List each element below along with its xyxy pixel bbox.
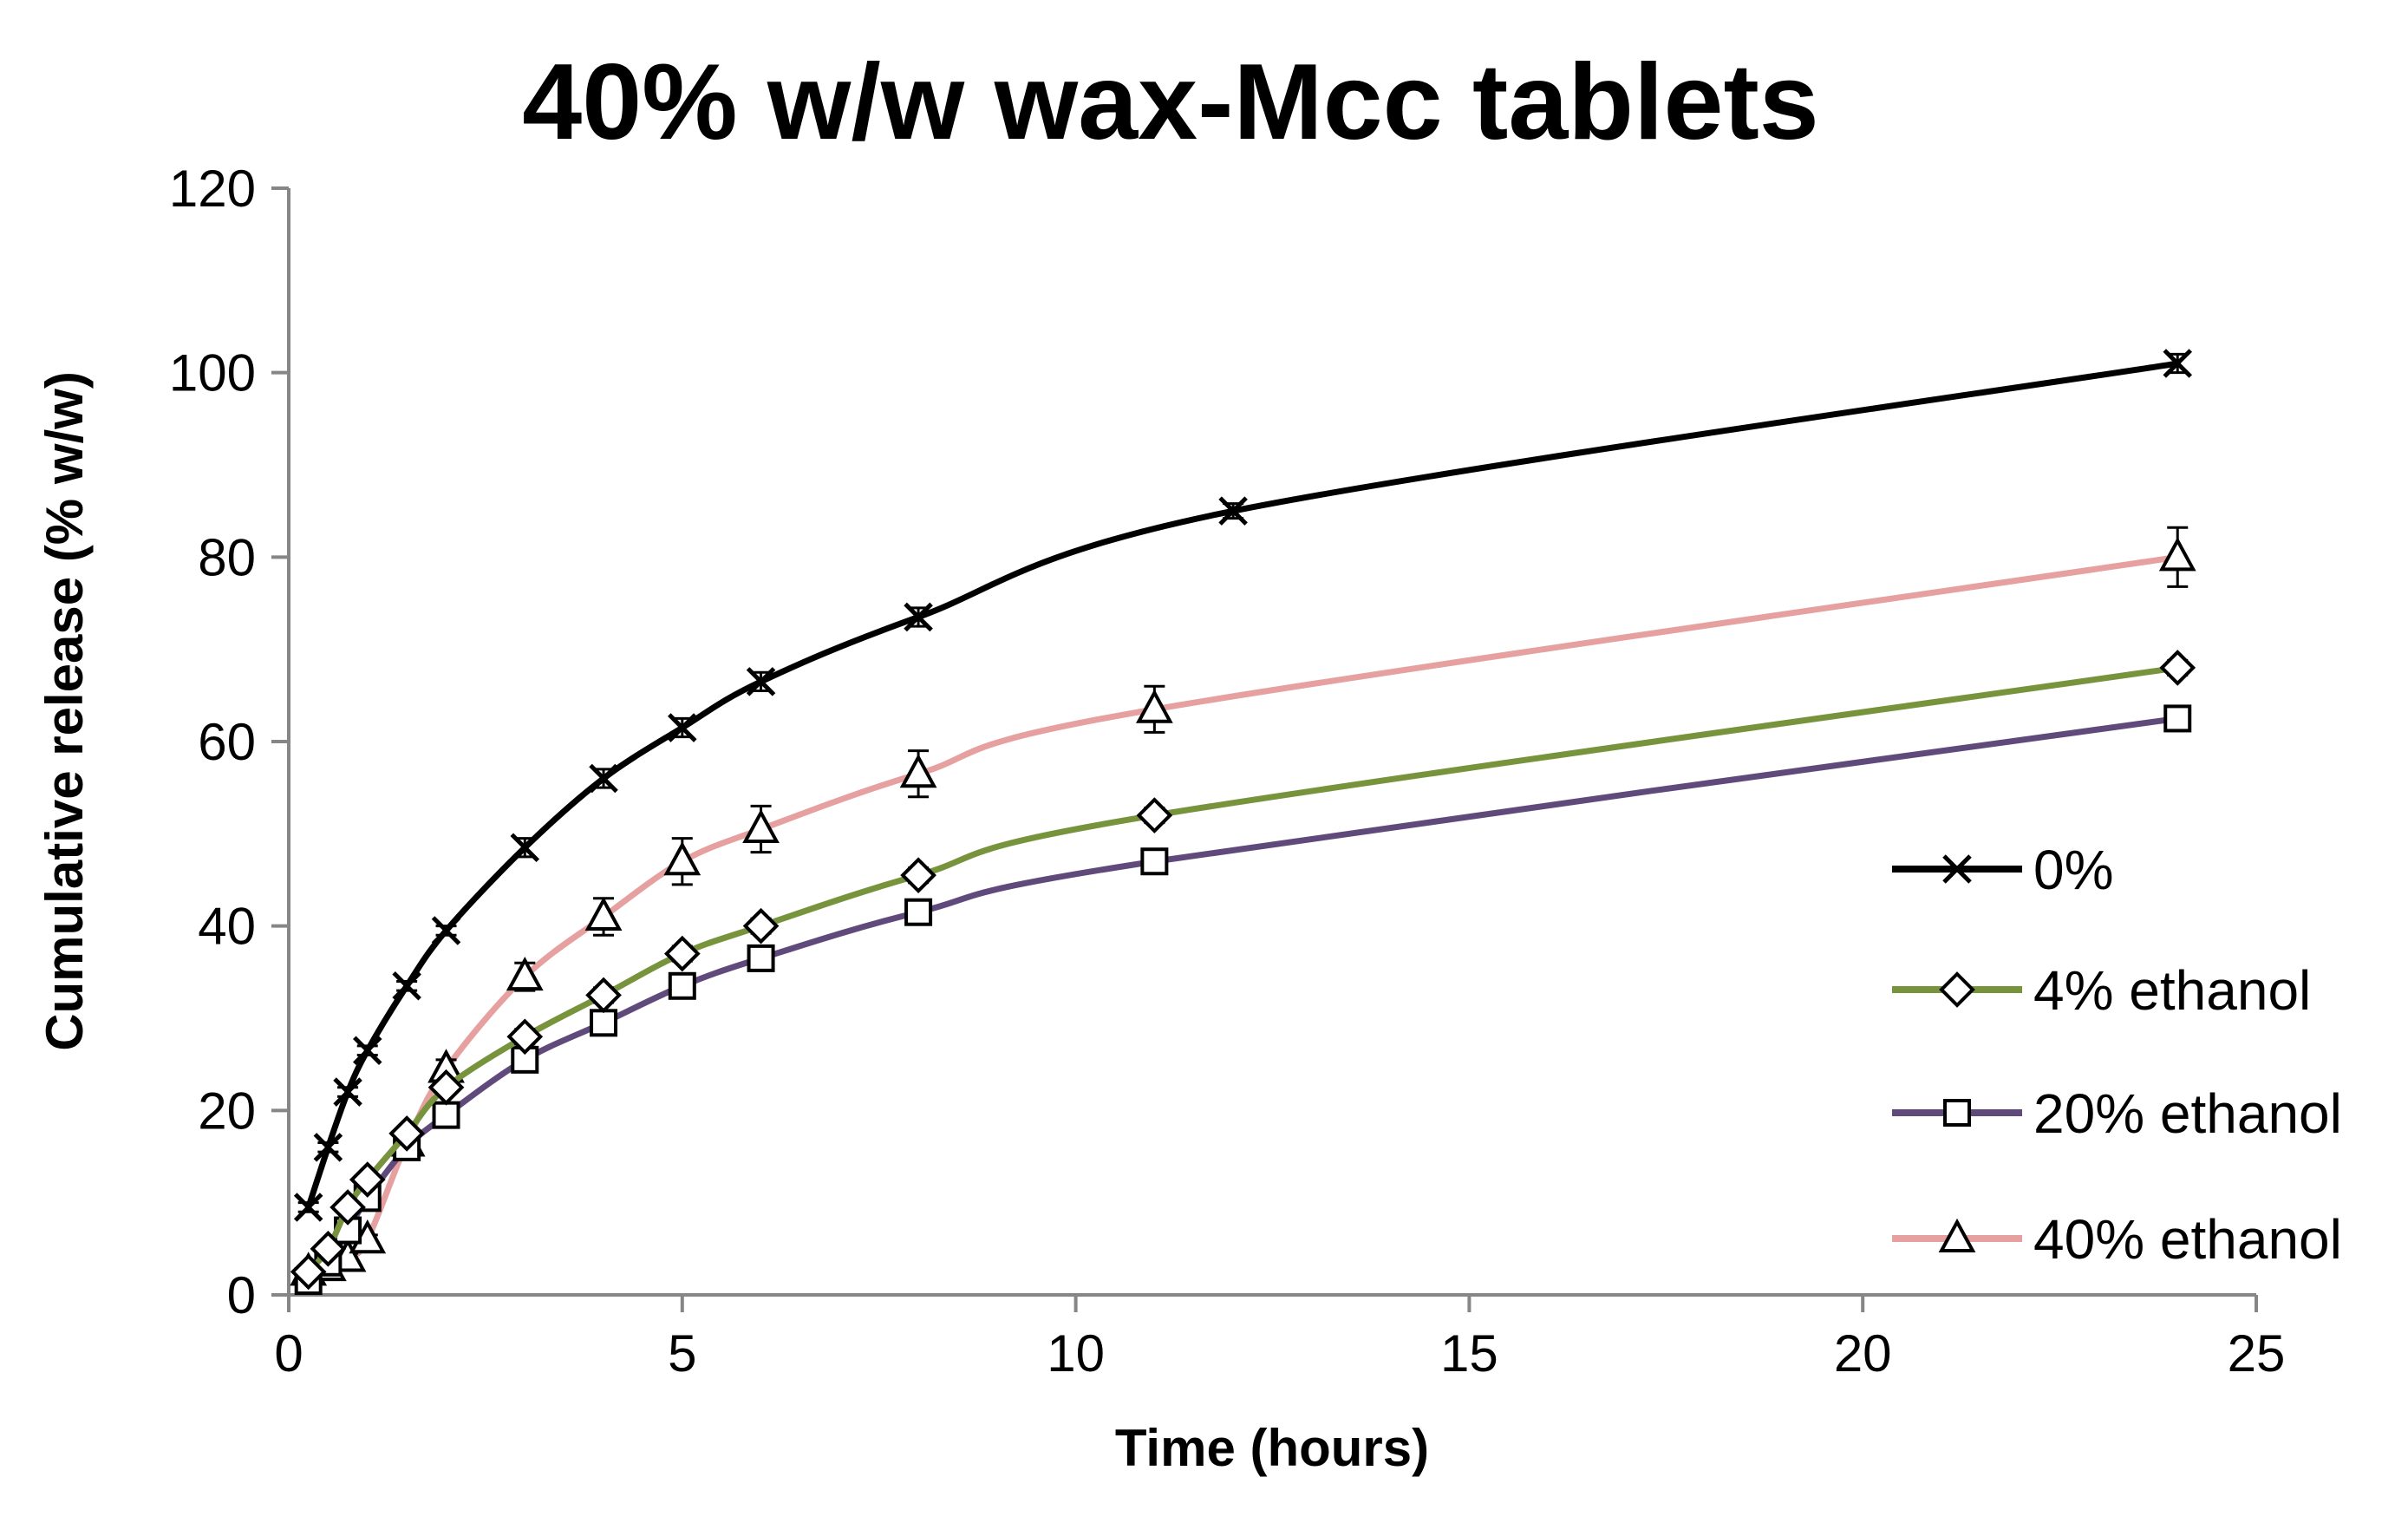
legend-marker: [1942, 854, 1972, 884]
data-point: [904, 602, 933, 632]
data-point: [506, 956, 544, 991]
y-tick-label: 100: [169, 344, 256, 402]
data-point: [510, 833, 540, 863]
data-point: [1136, 797, 1173, 833]
data-point: [2163, 349, 2193, 378]
data-point: [290, 1253, 327, 1291]
data-point: [663, 841, 702, 876]
data-point: [349, 1161, 386, 1198]
data-point: [392, 971, 421, 1001]
series-1: [290, 650, 2196, 1291]
legend-label: 0%: [2033, 839, 2114, 901]
data-point: [310, 1231, 347, 1267]
data-point: [663, 935, 701, 972]
data-point: [590, 1009, 618, 1037]
data-point: [2158, 537, 2196, 572]
x-axis-title: Time (hours): [1115, 1419, 1429, 1477]
y-tick-label: 0: [227, 1266, 256, 1324]
y-tick-label: 40: [198, 898, 256, 956]
data-point: [589, 763, 618, 794]
data-point: [388, 1115, 425, 1152]
series-line: [305, 360, 2181, 1211]
data-point: [668, 971, 696, 1000]
x-tick-label: 10: [1047, 1324, 1105, 1382]
data-point: [585, 977, 622, 1014]
series-3: [290, 526, 2196, 1286]
data-point: [330, 1189, 366, 1226]
data-point: [1218, 496, 1248, 526]
data-point: [904, 898, 933, 926]
legend-label: 4% ethanol: [2033, 959, 2311, 1022]
x-tick-label: 25: [2228, 1324, 2286, 1382]
data-point: [1135, 689, 1173, 723]
data-point: [584, 896, 623, 931]
y-tick-label: 60: [198, 713, 256, 771]
data-point: [742, 907, 780, 945]
data-point: [2159, 650, 2196, 686]
plot-series: [290, 349, 2196, 1296]
y-axis-title: Cumulative release (% w/w): [36, 371, 94, 1051]
data-point: [747, 944, 775, 972]
y-tick-label: 120: [169, 160, 256, 218]
data-point: [506, 1018, 544, 1056]
data-point: [2163, 704, 2192, 733]
data-point: [427, 1069, 465, 1106]
data-point: [352, 1036, 382, 1065]
data-point: [313, 1133, 343, 1162]
data-point: [432, 1101, 460, 1129]
series-0: [293, 349, 2193, 1222]
x-tick-label: 20: [1834, 1324, 1892, 1382]
data-point: [333, 1077, 362, 1107]
legend-marker: [1939, 971, 1975, 1008]
x-tick-label: 15: [1440, 1324, 1498, 1382]
data-point: [431, 916, 461, 945]
data-point: [668, 713, 697, 742]
data-point: [293, 1193, 323, 1222]
data-point: [742, 808, 780, 844]
x-tick-label: 0: [274, 1324, 303, 1382]
data-point: [746, 667, 776, 696]
x-tick-label: 5: [668, 1324, 696, 1382]
legend: 0% 4% ethanol 20% ethanol 40% ethanol: [1892, 839, 2342, 1271]
legend-marker: [1943, 1099, 1971, 1127]
series-line: [305, 553, 2181, 1275]
axes: 0 20 40 60 80 100 120 0 5 10 15 20 25: [169, 160, 2285, 1382]
legend-label: 40% ethanol: [2033, 1208, 2342, 1271]
chart-title: 40% w/w wax-Mcc tablets: [522, 42, 1818, 162]
y-tick-label: 20: [198, 1082, 256, 1140]
legend-marker: [1938, 1218, 1976, 1252]
data-point: [899, 754, 937, 788]
data-point: [900, 857, 936, 894]
legend-label: 20% ethanol: [2033, 1082, 2342, 1145]
y-tick-label: 80: [198, 528, 256, 586]
data-point: [1140, 847, 1169, 876]
